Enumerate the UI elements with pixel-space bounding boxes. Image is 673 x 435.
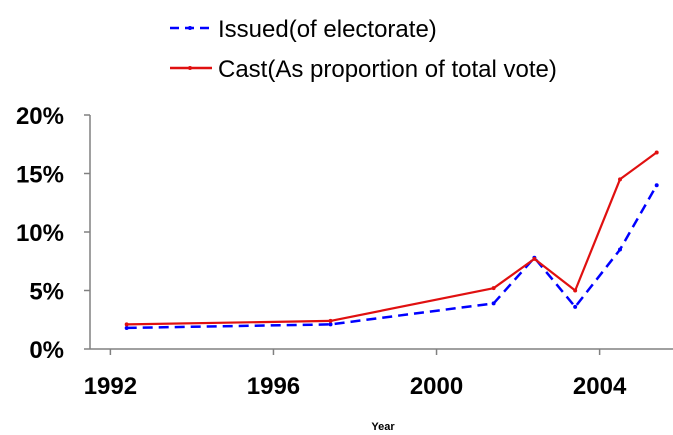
legend-marker-cast: [188, 66, 192, 70]
data-point: [654, 150, 659, 155]
data-point: [328, 322, 333, 327]
data-point: [328, 318, 333, 323]
data-point: [618, 177, 622, 182]
x-axis-label: Year: [371, 421, 395, 433]
legend-label-cast: Cast(As proportion of total vote): [218, 56, 557, 83]
x-tick-label: 2004: [573, 373, 627, 400]
y-tick-label: 10%: [16, 220, 64, 247]
series-line-cast: [126, 151, 658, 326]
y-tick-label: 0%: [29, 337, 64, 364]
data-point: [124, 322, 129, 327]
y-tick-label: 20%: [16, 103, 64, 130]
series-layer: [124, 150, 659, 330]
legend: Issued(of electorate) Cast(As proportion…: [170, 16, 557, 83]
series-line-issued: [126, 184, 658, 330]
x-tick-label: 1992: [84, 373, 137, 400]
legend-marker-issued: [188, 26, 192, 30]
data-point: [532, 256, 537, 261]
legend-label-issued: Issued(of electorate): [218, 16, 437, 43]
axes: [89, 115, 673, 350]
x-ticks: 1992 1996 2000 2004: [84, 349, 627, 400]
x-tick-label: 2000: [410, 373, 463, 400]
data-point: [491, 301, 496, 306]
y-ticks: 0% 5% 10% 15% 20%: [16, 103, 90, 364]
data-point: [491, 286, 496, 291]
data-point: [573, 288, 578, 293]
y-tick-label: 5%: [29, 279, 64, 306]
data-point: [618, 247, 622, 252]
data-point: [654, 183, 659, 188]
x-tick-label: 1996: [247, 373, 300, 400]
data-point: [124, 325, 129, 330]
y-tick-label: 15%: [16, 162, 64, 189]
data-point: [573, 304, 578, 309]
